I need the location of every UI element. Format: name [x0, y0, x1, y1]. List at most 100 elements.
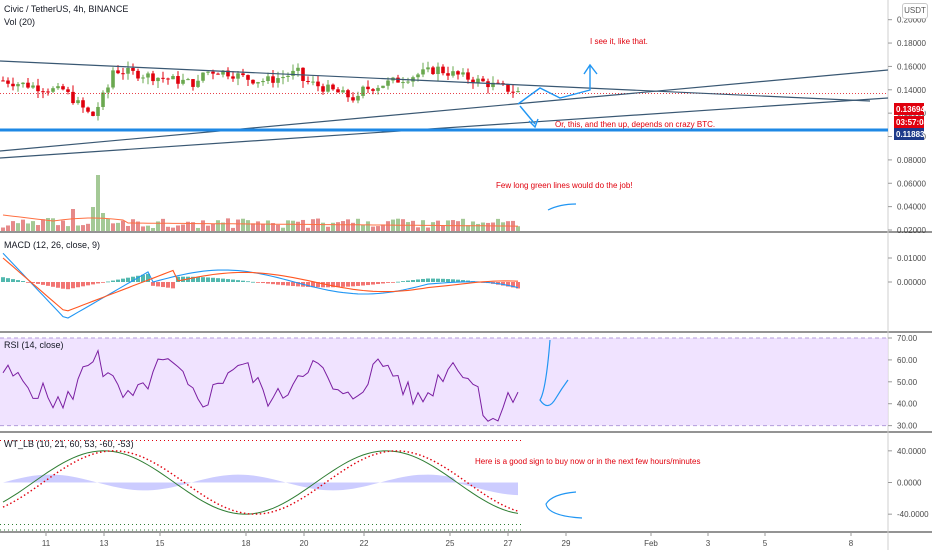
macd-histogram-bar	[106, 281, 110, 283]
macd-histogram-bar	[416, 279, 420, 282]
rsi-title: RSI (14, close)	[4, 340, 64, 350]
volume-bar	[386, 221, 390, 231]
volume-bar	[76, 225, 80, 231]
volume-bar	[306, 227, 310, 231]
macd-histogram-bar	[216, 278, 220, 282]
candle-body	[351, 97, 355, 101]
volume-bar	[431, 222, 435, 231]
candle-body	[161, 77, 165, 79]
macd-histogram-bar	[501, 282, 505, 286]
macd-histogram-bar	[36, 282, 40, 284]
time-axis[interactable]: 11 13 15 18 20 22 25 27 29 Feb 3 5 8	[42, 532, 854, 548]
candle-body	[486, 81, 490, 88]
volume-bar	[491, 222, 495, 231]
candle-body	[446, 73, 450, 76]
macd-histogram-bar	[281, 282, 285, 286]
countdown-tag	[894, 116, 924, 128]
price-axis-label: 0.08000	[897, 156, 926, 165]
volume-bar	[276, 224, 280, 231]
currency-button[interactable]: USDT	[902, 3, 928, 19]
macd-histogram-bar	[406, 280, 410, 282]
candle-body	[36, 85, 40, 92]
macd-histogram-bar	[386, 282, 390, 283]
candle-body	[166, 78, 170, 80]
candle-body	[16, 84, 20, 87]
price-axis-label: 0.02000	[897, 226, 926, 235]
macd-histogram-bar	[296, 282, 300, 287]
macd-histogram-bar	[146, 273, 150, 282]
candle-body	[341, 90, 345, 93]
volume-bar	[466, 225, 470, 231]
candle-body	[476, 78, 480, 84]
macd-histogram-bar	[331, 282, 335, 288]
macd-histogram-bar	[151, 282, 155, 286]
candle-body	[66, 89, 70, 92]
candle-body	[121, 73, 125, 75]
volume-bar	[501, 222, 505, 231]
volume-bar	[286, 220, 290, 231]
macd-histogram-bar	[381, 282, 385, 284]
macd-histogram-bar	[221, 278, 225, 282]
volume-bar	[496, 218, 500, 231]
candle-body	[136, 70, 140, 79]
candle-body	[406, 81, 410, 83]
candle-body	[356, 95, 360, 101]
annotation-green-lines: Few long green lines would do the job!	[496, 181, 633, 190]
volume-bar	[211, 223, 215, 231]
macd-histogram-bar	[436, 278, 440, 282]
macd-histogram-bar	[196, 276, 200, 282]
macd-histogram-bar	[6, 278, 10, 282]
candle-body	[21, 82, 25, 85]
volume-bar	[426, 227, 430, 231]
macd-histogram-bar	[431, 278, 435, 282]
candle-body	[91, 111, 95, 116]
volume-bar	[141, 226, 145, 231]
volume-bar	[221, 222, 225, 231]
volume-bar	[416, 227, 420, 231]
candle-body	[296, 67, 300, 71]
rsi-axis-label: 70.00	[897, 334, 918, 343]
candle-body	[396, 77, 400, 83]
macd-histogram-bar	[66, 282, 70, 290]
volume-bar	[176, 225, 180, 231]
volume-bar	[71, 209, 75, 231]
candle-body	[71, 91, 75, 104]
candle-body	[31, 85, 35, 88]
candle-body	[206, 71, 210, 73]
hand-drawn-rsi-mark	[539, 339, 569, 407]
candle-body	[441, 66, 445, 74]
volume-bar	[66, 226, 70, 231]
price-axis-label: 0.20000	[897, 16, 926, 25]
volume-bar	[296, 221, 300, 231]
ascending-trendline	[0, 69, 889, 152]
candle-body	[306, 81, 310, 83]
volume-bar	[226, 218, 230, 231]
macd-histogram-bar	[31, 282, 35, 283]
price-axis[interactable]: 0.200000.180000.160000.140000.120000.100…	[888, 16, 929, 519]
macd-histogram-bar	[376, 282, 380, 285]
candle-body	[196, 80, 200, 87]
candle-body	[81, 100, 85, 108]
macd-histogram-bar	[11, 279, 15, 282]
candle-body	[366, 86, 370, 90]
volume-bar	[101, 213, 105, 231]
time-axis-label: 15	[156, 539, 165, 548]
candle-body	[171, 76, 175, 80]
macd-histogram-bar	[156, 282, 160, 287]
macd-histogram-bar	[166, 282, 170, 288]
volume-bar	[11, 221, 15, 231]
up-projection-path	[517, 66, 591, 105]
macd-pane	[1, 252, 520, 319]
volume-bar	[261, 223, 265, 231]
descending-trendline	[0, 60, 871, 102]
volume-bar	[516, 226, 520, 231]
candle-body	[1, 80, 5, 82]
candle-body	[141, 77, 145, 79]
volume-bar	[406, 222, 410, 231]
price-axis-label: 0.16000	[897, 62, 926, 71]
macd-histogram-bar	[161, 282, 165, 288]
macd-histogram-bar	[191, 276, 195, 282]
rsi-axis-label: 30.00	[897, 422, 918, 431]
candle-body	[96, 106, 100, 116]
